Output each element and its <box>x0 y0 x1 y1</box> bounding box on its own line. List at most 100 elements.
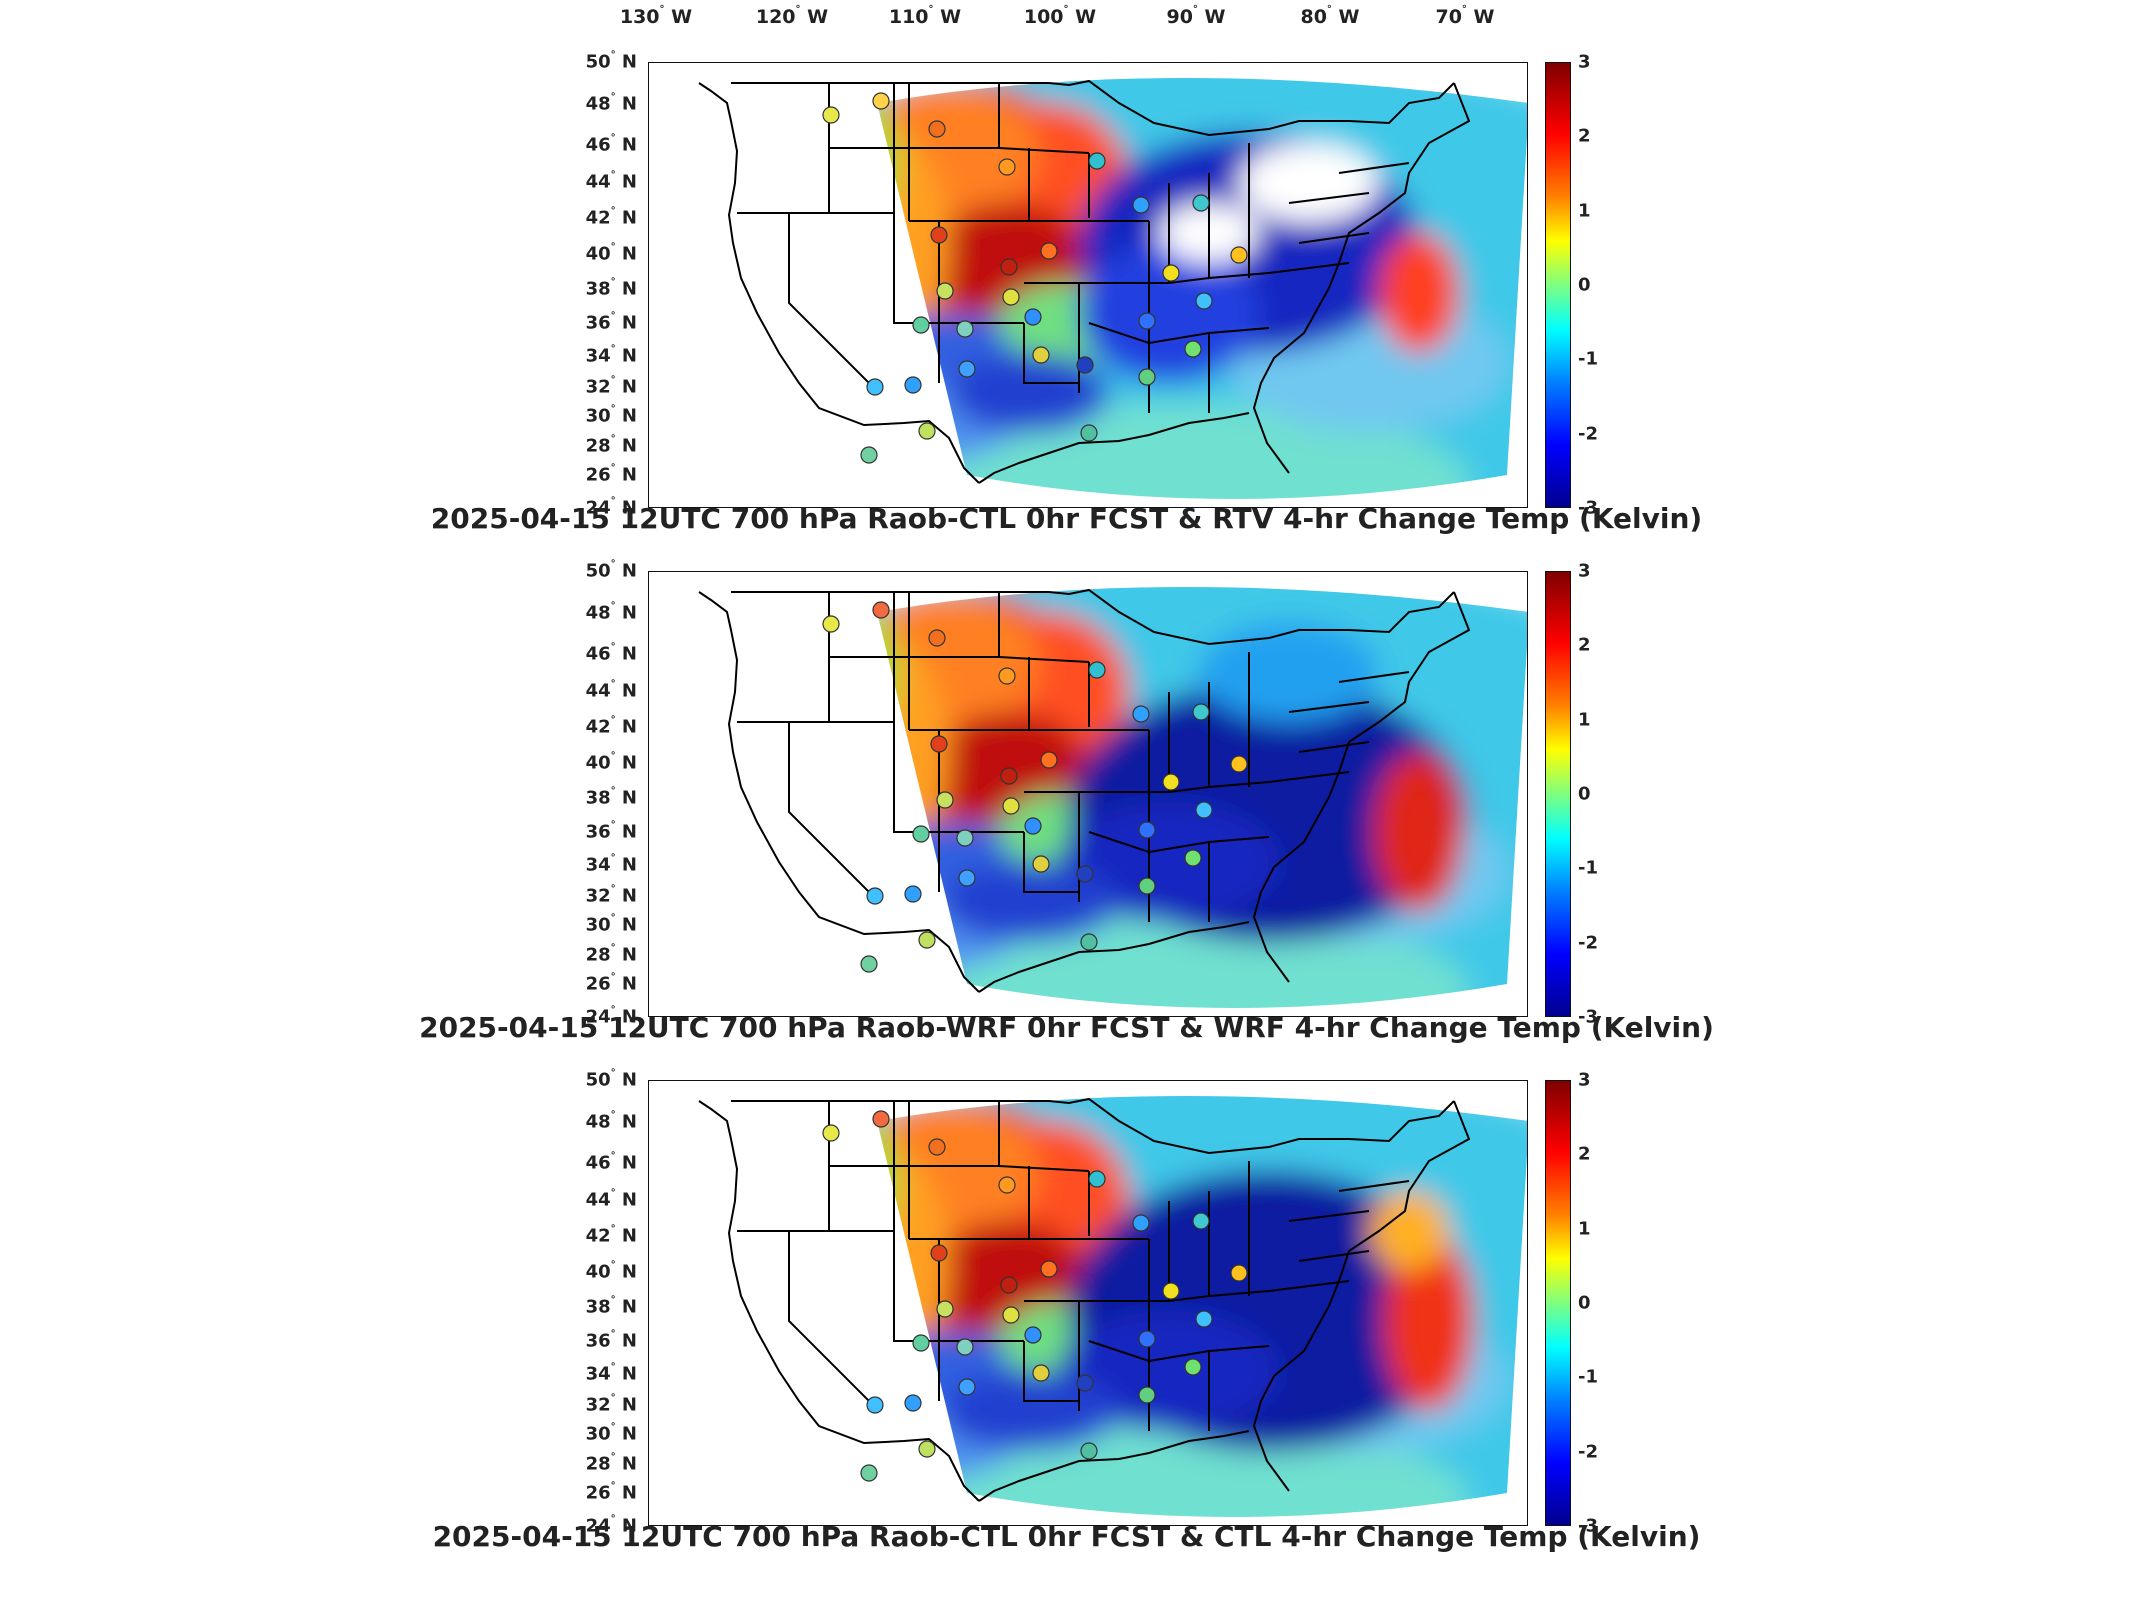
raob-station-marker <box>930 735 948 753</box>
raob-station-marker <box>822 615 840 633</box>
raob-station-marker <box>860 955 878 973</box>
panel-title: 2025-04-15 12UTC 700 hPa Raob-WRF 0hr FC… <box>419 1011 1714 1044</box>
raob-stations <box>822 1110 1248 1482</box>
lat-label-42n: 42° N <box>585 714 637 738</box>
raob-station-marker <box>1088 661 1106 679</box>
lat-label-28n: 28° N <box>585 1451 637 1475</box>
colorbar-tick-label: 2 <box>1578 125 1591 147</box>
lat-label-30n: 30° N <box>585 912 637 936</box>
raob-station-marker <box>1088 152 1106 170</box>
lat-label-28n: 28° N <box>585 942 637 966</box>
raob-station-marker <box>930 226 948 244</box>
raob-station-marker <box>1024 308 1042 326</box>
colorbar <box>1545 62 1571 508</box>
lat-label-26n: 26° N <box>585 462 637 486</box>
lat-label-50n: 50° N <box>585 49 637 73</box>
field-region <box>939 862 1119 942</box>
colorbar-tick-label: -1 <box>1578 857 1598 879</box>
border-line <box>998 656 1090 663</box>
lat-label-44n: 44° N <box>585 678 637 702</box>
raob-station-marker <box>918 422 936 440</box>
raob-station-marker <box>1032 1364 1050 1382</box>
lat-label-24n: 24° N <box>585 495 637 519</box>
raob-station-marker <box>1132 705 1150 723</box>
border-line <box>1023 832 1079 893</box>
raob-station-marker <box>936 282 954 300</box>
raob-station-marker <box>1076 865 1094 883</box>
lat-label-36n: 36° N <box>585 1328 637 1352</box>
raob-station-marker <box>958 360 976 378</box>
raob-station-marker <box>1132 1214 1150 1232</box>
raob-station-marker <box>1024 817 1042 835</box>
colorbar-tick-label: 0 <box>1578 783 1591 805</box>
raob-station-marker <box>1080 933 1098 951</box>
lat-label-32n: 32° N <box>585 1392 637 1416</box>
lat-label-48n: 48° N <box>585 600 637 624</box>
lat-label-42n: 42° N <box>585 205 637 229</box>
raob-station-marker <box>1040 751 1058 769</box>
colorbar-tick-label: 3 <box>1578 560 1591 582</box>
raob-station-marker <box>1162 1282 1180 1300</box>
border-line <box>1268 262 1350 274</box>
field-region <box>1369 1191 1449 1271</box>
border-line <box>1268 771 1350 783</box>
raob-station-marker <box>866 378 884 396</box>
border-line <box>1298 1250 1370 1262</box>
raob-station-marker <box>904 376 922 394</box>
border-line <box>731 1097 1455 1155</box>
lat-label-24n: 24° N <box>585 1004 637 1028</box>
colorbar-tick-label: -2 <box>1578 932 1598 954</box>
raob-station-marker <box>956 1338 974 1356</box>
raob-station-marker <box>1162 264 1180 282</box>
raob-station-marker <box>928 1138 946 1156</box>
raob-station-marker <box>1032 346 1050 364</box>
field-region <box>877 912 1469 1008</box>
temperature-change-map <box>648 1080 1528 1526</box>
border-line <box>698 82 980 484</box>
lat-label-24n: 24° N <box>585 1513 637 1537</box>
colorbar-tick-label: 3 <box>1578 1069 1591 1091</box>
raob-station-marker <box>1192 703 1210 721</box>
raob-station-marker <box>1230 246 1248 264</box>
border-line <box>737 592 830 723</box>
raob-station-marker <box>1162 773 1180 791</box>
raob-station-marker <box>998 667 1016 685</box>
lat-label-38n: 38° N <box>585 1294 637 1318</box>
raob-station-marker <box>958 869 976 887</box>
lat-label-38n: 38° N <box>585 276 637 300</box>
lat-label-36n: 36° N <box>585 310 637 334</box>
border-line <box>731 79 1455 137</box>
lat-label-28n: 28° N <box>585 433 637 457</box>
border-line <box>1338 671 1410 683</box>
colorbar-tick-label: -3 <box>1578 1006 1598 1028</box>
panel-title: 2025-04-15 12UTC 700 hPa Raob-CTL 0hr FC… <box>432 1520 1701 1553</box>
border-line <box>978 1430 1250 1502</box>
border-line <box>737 1101 830 1232</box>
raob-station-marker <box>956 320 974 338</box>
colorbar-tick-label: 1 <box>1578 709 1591 731</box>
border-line <box>1298 741 1370 753</box>
raob-station-marker <box>958 1378 976 1396</box>
colorbar-tick-label: -1 <box>1578 1366 1598 1388</box>
border-line <box>1268 1280 1350 1292</box>
lat-label-46n: 46° N <box>585 641 637 664</box>
border-line <box>1252 82 1471 474</box>
border-line <box>788 213 870 384</box>
lat-label-44n: 44° N <box>585 1187 637 1211</box>
raob-station-marker <box>872 92 890 110</box>
field-region <box>1374 752 1464 912</box>
field-region <box>877 403 1469 499</box>
colorbar <box>1545 1080 1571 1526</box>
raob-station-marker <box>1000 1276 1018 1294</box>
lat-label-30n: 30° N <box>585 1421 637 1445</box>
raob-stations <box>822 601 1248 973</box>
colorbar-tick-label: -3 <box>1578 497 1598 519</box>
raob-station-marker <box>1138 1386 1156 1404</box>
raob-station-marker <box>1076 356 1094 374</box>
raob-station-marker <box>1192 1212 1210 1230</box>
raob-station-marker <box>1040 1260 1058 1278</box>
raob-station-marker <box>956 829 974 847</box>
temperature-change-map <box>648 62 1528 508</box>
map-canvas <box>698 587 1527 1008</box>
raob-station-marker <box>1000 767 1018 785</box>
